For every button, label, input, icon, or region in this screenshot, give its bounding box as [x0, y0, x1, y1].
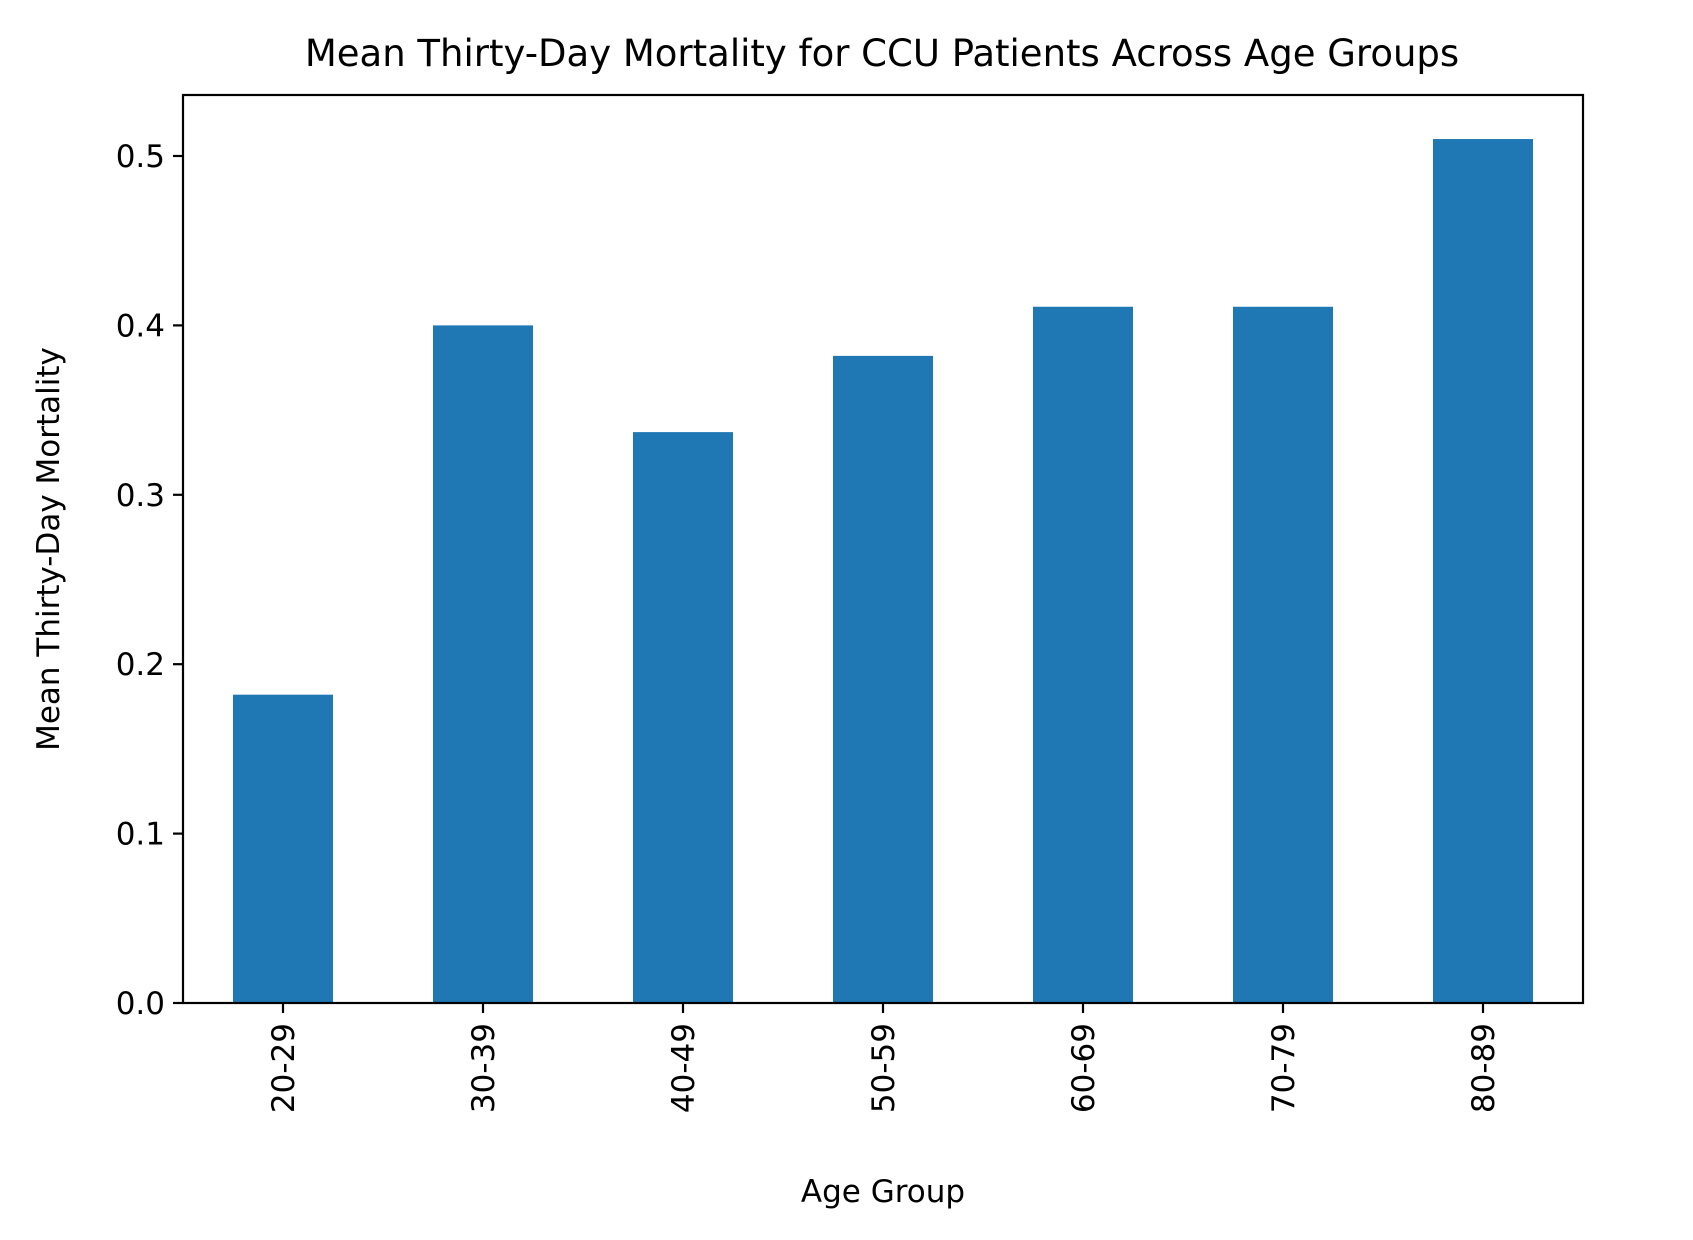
- x-tick-label: 20-29: [266, 1023, 302, 1113]
- bar-70-79: [1233, 306, 1333, 1003]
- x-axis: 20-29 30-39 40-49 50-59 60-69 70-79 80-89: [266, 1003, 1502, 1113]
- x-tick-label: 40-49: [666, 1023, 702, 1113]
- x-tick-label: 80-89: [1466, 1023, 1502, 1113]
- y-tick-label: 0.4: [116, 308, 165, 344]
- x-tick-label: 70-79: [1266, 1023, 1302, 1113]
- bar-50-59: [833, 355, 933, 1003]
- bar-30-39: [433, 325, 533, 1003]
- x-tick-label: 50-59: [866, 1023, 902, 1113]
- bar-40-49: [633, 432, 733, 1003]
- chart-title: Mean Thirty-Day Mortality for CCU Patien…: [305, 32, 1459, 75]
- bar-80-89: [1433, 139, 1533, 1003]
- y-axis: 0.0 0.1 0.2 0.3 0.4 0.5: [116, 139, 183, 1022]
- y-tick-label: 0.3: [116, 478, 165, 514]
- bar-60-69: [1033, 306, 1133, 1003]
- x-axis-label: Age Group: [801, 1174, 965, 1210]
- bars-group: [233, 139, 1533, 1003]
- x-tick-label: 60-69: [1066, 1023, 1102, 1113]
- y-tick-label: 0.2: [116, 647, 165, 683]
- y-tick-label: 0.1: [116, 817, 165, 853]
- bar-20-29: [233, 694, 333, 1003]
- y-axis-label: Mean Thirty-Day Mortality: [31, 347, 67, 751]
- x-tick-label: 30-39: [466, 1023, 502, 1113]
- y-tick-label: 0.0: [116, 986, 165, 1022]
- y-tick-label: 0.5: [116, 139, 165, 175]
